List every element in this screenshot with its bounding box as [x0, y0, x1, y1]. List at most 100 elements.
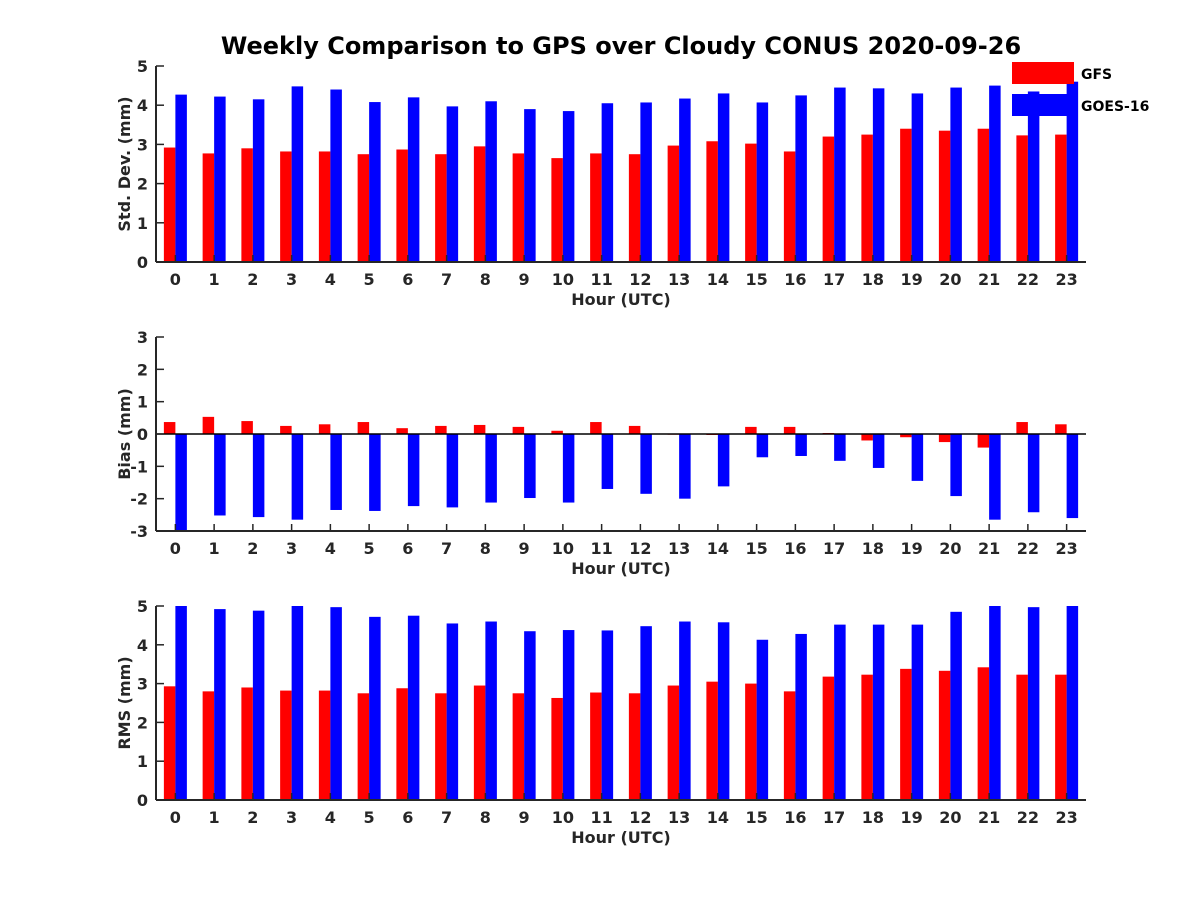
bar-goes16-panel0-hour18 — [872, 88, 885, 262]
bar-goes16-panel0-hour17 — [834, 87, 846, 262]
x-tick-label-panel1-11: 11 — [590, 539, 612, 558]
bar-goes16-panel0-hour21 — [989, 85, 1001, 262]
y-tick-label-panel2-5: 5 — [137, 597, 148, 616]
bar-gfs-panel1-hour11 — [590, 422, 602, 434]
bar-goes16-panel1-hour3 — [291, 434, 304, 520]
bar-goes16-panel0-hour1 — [214, 96, 226, 262]
bar-gfs-panel0-hour23 — [1055, 134, 1067, 262]
bar-goes16-panel1-hour19 — [911, 434, 924, 481]
bar-goes16-panel2-hour23 — [1066, 606, 1079, 800]
legend-swatch-gfs — [1012, 62, 1074, 84]
x-tick-label-panel0-2: 2 — [247, 270, 258, 289]
bar-gfs-panel1-hour9 — [512, 426, 525, 434]
bar-gfs-panel2-hour23 — [1055, 674, 1067, 800]
y-axis-label-panel1: Bias (mm) — [115, 388, 134, 480]
x-tick-label-panel1-0: 0 — [170, 539, 181, 558]
bar-gfs-panel2-hour0 — [163, 686, 176, 800]
bar-goes16-panel0-hour4 — [330, 89, 342, 263]
y-tick-label-panel2-0: 0 — [137, 791, 148, 810]
y-tick-label-panel1-6: 3 — [137, 328, 148, 347]
bar-gfs-panel2-hour11 — [590, 692, 602, 800]
x-tick-label-panel0-1: 1 — [209, 270, 220, 289]
bar-gfs-panel1-hour8 — [473, 424, 486, 434]
bar-gfs-panel0-hour21 — [977, 128, 990, 262]
x-tick-label-panel2-15: 15 — [745, 808, 767, 827]
bar-goes16-panel1-hour10 — [562, 434, 575, 503]
x-tick-label-panel1-3: 3 — [286, 539, 297, 558]
x-tick-label-panel2-14: 14 — [707, 808, 729, 827]
bar-gfs-panel0-hour10 — [551, 158, 563, 262]
bar-goes16-panel0-hour6 — [407, 97, 420, 262]
bar-goes16-panel1-hour16 — [795, 434, 807, 456]
x-tick-label-panel2-1: 1 — [209, 808, 220, 827]
bar-goes16-panel2-hour1 — [214, 609, 226, 800]
bar-gfs-panel0-hour16 — [783, 151, 796, 262]
bar-gfs-panel1-hour10 — [551, 430, 563, 434]
y-tick-label-panel0-4: 4 — [137, 96, 148, 115]
bar-gfs-panel2-hour2 — [241, 687, 253, 800]
bar-goes16-panel0-hour8 — [485, 101, 497, 262]
bar-gfs-panel2-hour21 — [977, 667, 990, 800]
y-tick-label-panel0-2: 2 — [137, 175, 148, 194]
bar-gfs-panel0-hour14 — [706, 141, 718, 262]
x-tick-label-panel2-3: 3 — [286, 808, 297, 827]
bar-goes16-panel1-hour22 — [1027, 434, 1040, 513]
y-tick-label-panel2-3: 3 — [137, 675, 148, 694]
x-tick-label-panel1-2: 2 — [247, 539, 258, 558]
bar-goes16-panel2-hour7 — [446, 623, 459, 800]
x-tick-label-panel1-1: 1 — [209, 539, 220, 558]
bar-gfs-panel2-hour5 — [357, 693, 370, 800]
bar-goes16-panel1-hour17 — [834, 434, 846, 461]
bar-gfs-panel1-hour16 — [783, 426, 796, 434]
bar-gfs-panel2-hour9 — [512, 693, 525, 800]
x-tick-label-panel1-8: 8 — [480, 539, 491, 558]
bar-gfs-panel1-hour7 — [435, 425, 447, 434]
chart-title: Weekly Comparison to GPS over Cloudy CON… — [221, 32, 1021, 60]
x-tick-label-panel0-4: 4 — [325, 270, 336, 289]
bar-gfs-panel0-hour8 — [473, 146, 486, 262]
y-tick-label-panel1-0: -3 — [130, 522, 148, 541]
x-tick-label-panel2-12: 12 — [629, 808, 651, 827]
bar-goes16-panel0-hour12 — [640, 102, 652, 263]
bar-gfs-panel0-hour12 — [628, 154, 641, 262]
y-tick-label-panel2-2: 2 — [137, 713, 148, 732]
x-tick-label-panel2-16: 16 — [784, 808, 806, 827]
bar-goes16-panel1-hour23 — [1066, 434, 1079, 519]
x-tick-label-panel1-21: 21 — [978, 539, 1000, 558]
x-axis-label-panel0: Hour (UTC) — [571, 290, 671, 309]
x-tick-label-panel1-14: 14 — [707, 539, 729, 558]
legend-label-goes16: GOES-16 — [1081, 99, 1149, 115]
bar-goes16-panel0-hour11 — [601, 103, 614, 263]
bar-goes16-panel2-hour16 — [795, 633, 807, 800]
bar-goes16-panel0-hour0 — [175, 94, 187, 263]
y-tick-label-panel1-5: 2 — [137, 360, 148, 379]
x-tick-label-panel2-13: 13 — [668, 808, 690, 827]
bar-gfs-panel0-hour22 — [1016, 135, 1028, 262]
bar-gfs-panel1-hour2 — [241, 421, 253, 434]
bar-gfs-panel0-hour17 — [822, 136, 835, 262]
bar-gfs-panel0-hour5 — [357, 154, 370, 262]
x-tick-label-panel0-20: 20 — [939, 270, 961, 289]
bar-gfs-panel2-hour7 — [435, 693, 447, 800]
x-tick-label-panel0-22: 22 — [1017, 270, 1039, 289]
bar-goes16-panel1-hour0 — [175, 434, 187, 531]
bar-goes16-panel0-hour9 — [524, 109, 536, 263]
bar-goes16-panel1-hour5 — [369, 434, 381, 511]
bar-gfs-panel2-hour19 — [900, 668, 912, 800]
bar-gfs-panel2-hour16 — [783, 691, 796, 800]
x-tick-label-panel0-21: 21 — [978, 270, 1000, 289]
bar-gfs-panel0-hour3 — [280, 151, 292, 262]
bar-gfs-panel0-hour2 — [241, 148, 253, 262]
bar-gfs-panel1-hour12 — [628, 425, 641, 434]
bar-goes16-panel1-hour6 — [407, 434, 420, 507]
y-tick-label-panel1-3: 0 — [137, 425, 148, 444]
bar-goes16-panel2-hour14 — [717, 622, 730, 800]
bar-goes16-panel0-hour15 — [756, 102, 769, 263]
bar-goes16-panel2-hour20 — [950, 611, 962, 800]
x-tick-label-panel0-11: 11 — [590, 270, 612, 289]
bar-goes16-panel2-hour8 — [485, 621, 497, 800]
bar-gfs-panel1-hour23 — [1055, 424, 1067, 434]
bar-gfs-panel2-hour17 — [822, 676, 835, 800]
bar-goes16-panel2-hour10 — [562, 630, 575, 800]
